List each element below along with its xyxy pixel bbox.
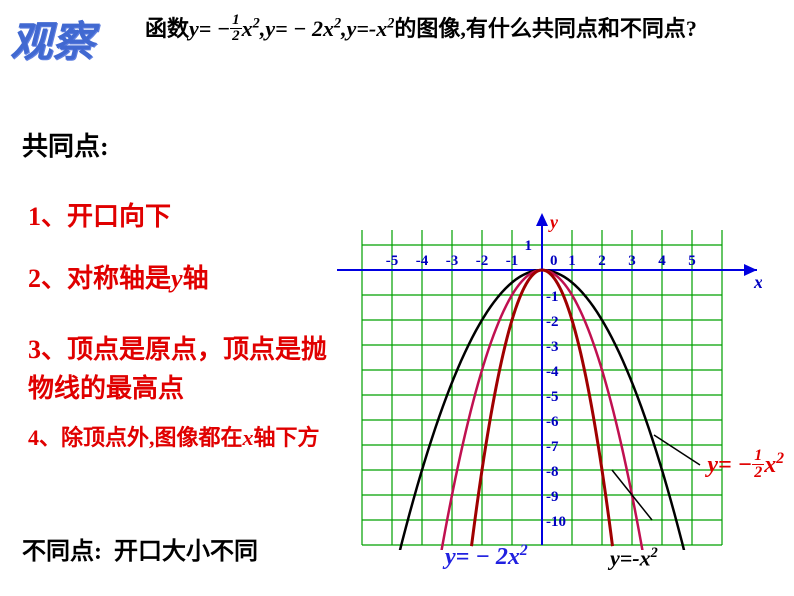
svg-text:-4: -4 [416, 253, 429, 269]
point-4-num: 4、 [28, 425, 61, 450]
point-1: 1、开口向下 [28, 196, 171, 233]
diff-text: 开口大小不同 [114, 539, 258, 565]
diff-prefix: 不同点: [22, 539, 102, 565]
svg-text:-2: -2 [476, 253, 489, 269]
point-3: 3、顶点是原点，顶点是抛物线的最高点 [28, 330, 338, 408]
svg-text:-5: -5 [386, 253, 399, 269]
graph-svg: -5 -4 -3 -2 -1 1 2 3 4 5 1 -1 -2 -3 -4 -5 -6 -7 -8 -9 -10 0 x y [322, 210, 762, 550]
equation-label-2x2: y= − 2x2 [445, 542, 528, 571]
svg-text:0: 0 [550, 253, 558, 269]
svg-text:-6: -6 [546, 414, 559, 430]
svg-text:3: 3 [628, 253, 636, 269]
point-3-num: 3、 [28, 335, 67, 364]
svg-text:1: 1 [525, 238, 533, 254]
equation-label-half: y= −12x2 [707, 450, 784, 483]
point-4: 4、除顶点外,图像都在x轴下方 [28, 420, 320, 452]
q-suffix: 的图像,有什么共同点和不同点? [394, 16, 697, 41]
svg-text:-1: -1 [546, 289, 559, 305]
svg-text:-1: -1 [506, 253, 519, 269]
point-4-text: 除顶点外,图像都在x轴下方 [61, 425, 320, 450]
svg-text:1: 1 [568, 253, 576, 269]
svg-text:-9: -9 [546, 489, 559, 505]
svg-text:-3: -3 [546, 339, 559, 355]
svg-text:5: 5 [688, 253, 696, 269]
svg-text:-10: -10 [546, 514, 566, 530]
svg-text:x: x [753, 272, 762, 292]
q-prefix: 函数 [145, 16, 189, 41]
svg-text:-4: -4 [546, 364, 559, 380]
point-1-text: 开口向下 [67, 202, 171, 231]
coordinate-graph: -5 -4 -3 -2 -1 1 2 3 4 5 1 -1 -2 -3 -4 -5 -6 -7 -8 -9 -10 0 x y [322, 210, 762, 550]
point-2: 2、对称轴是y轴 [28, 258, 209, 295]
svg-text:-2: -2 [546, 314, 559, 330]
diff-points-label: 不同点: 开口大小不同 [22, 531, 258, 566]
equation-label-x2: y=-x2 [610, 545, 658, 571]
svg-text:2: 2 [598, 253, 606, 269]
point-1-num: 1、 [28, 202, 67, 231]
common-points-label: 共同点: [22, 130, 109, 164]
point-2-text: 对称轴是y轴 [67, 264, 209, 293]
svg-text:-7: -7 [546, 439, 559, 455]
svg-text:4: 4 [658, 253, 666, 269]
svg-text:-5: -5 [546, 389, 559, 405]
svg-text:-3: -3 [446, 253, 459, 269]
question-text: 函数y= −12x2,y= − 2x2,y=-x2的图像,有什么共同点和不同点? [145, 12, 755, 46]
observe-heading: 观察 [10, 8, 94, 69]
point-3-text: 顶点是原点，顶点是抛物线的最高点 [28, 335, 327, 403]
svg-text:y: y [548, 212, 559, 232]
svg-text:-8: -8 [546, 464, 559, 480]
point-2-num: 2、 [28, 264, 67, 293]
